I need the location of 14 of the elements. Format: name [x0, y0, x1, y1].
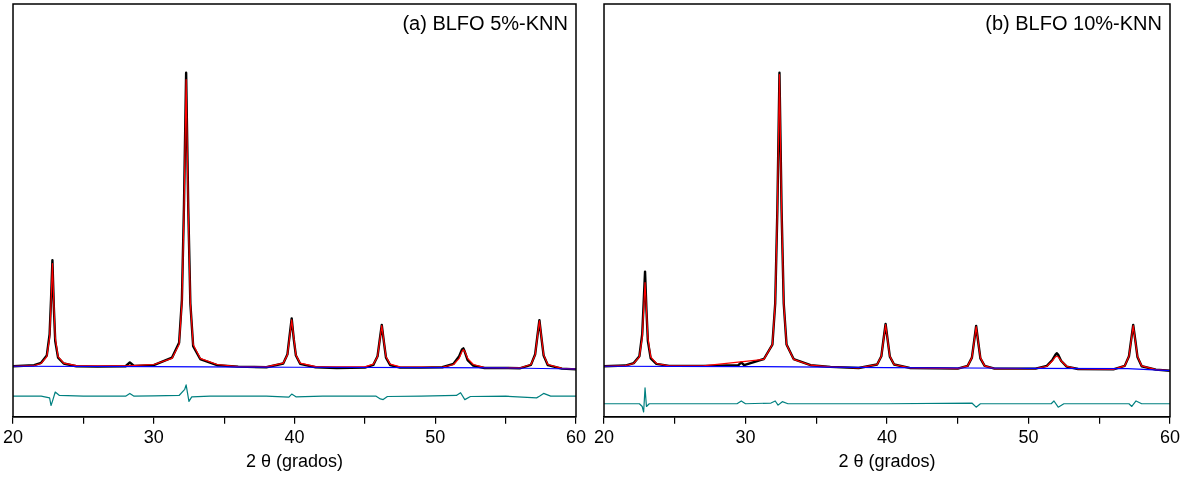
- x-tick-label: 50: [425, 426, 446, 447]
- chart-title: (b) BLFO 10%-KNN: [985, 11, 1162, 34]
- x-axis-title: 2 θ (grados): [245, 451, 344, 472]
- x-tick-label: 30: [735, 426, 756, 447]
- x-tick-label: 40: [876, 426, 898, 447]
- x-tick-label: 60: [1159, 426, 1181, 447]
- x-tick-label: 50: [1018, 426, 1039, 447]
- x-tick-label: 60: [565, 426, 587, 447]
- x-tick-label: 40: [284, 426, 305, 447]
- x-axis-title: 2 θ (grados): [838, 451, 936, 472]
- x-tick-label: 20: [594, 426, 615, 447]
- x-tick-label: 20: [3, 426, 24, 447]
- x-tick-label: 30: [143, 426, 164, 447]
- chart-title: (a) BLFO 5%-KNN: [402, 11, 568, 34]
